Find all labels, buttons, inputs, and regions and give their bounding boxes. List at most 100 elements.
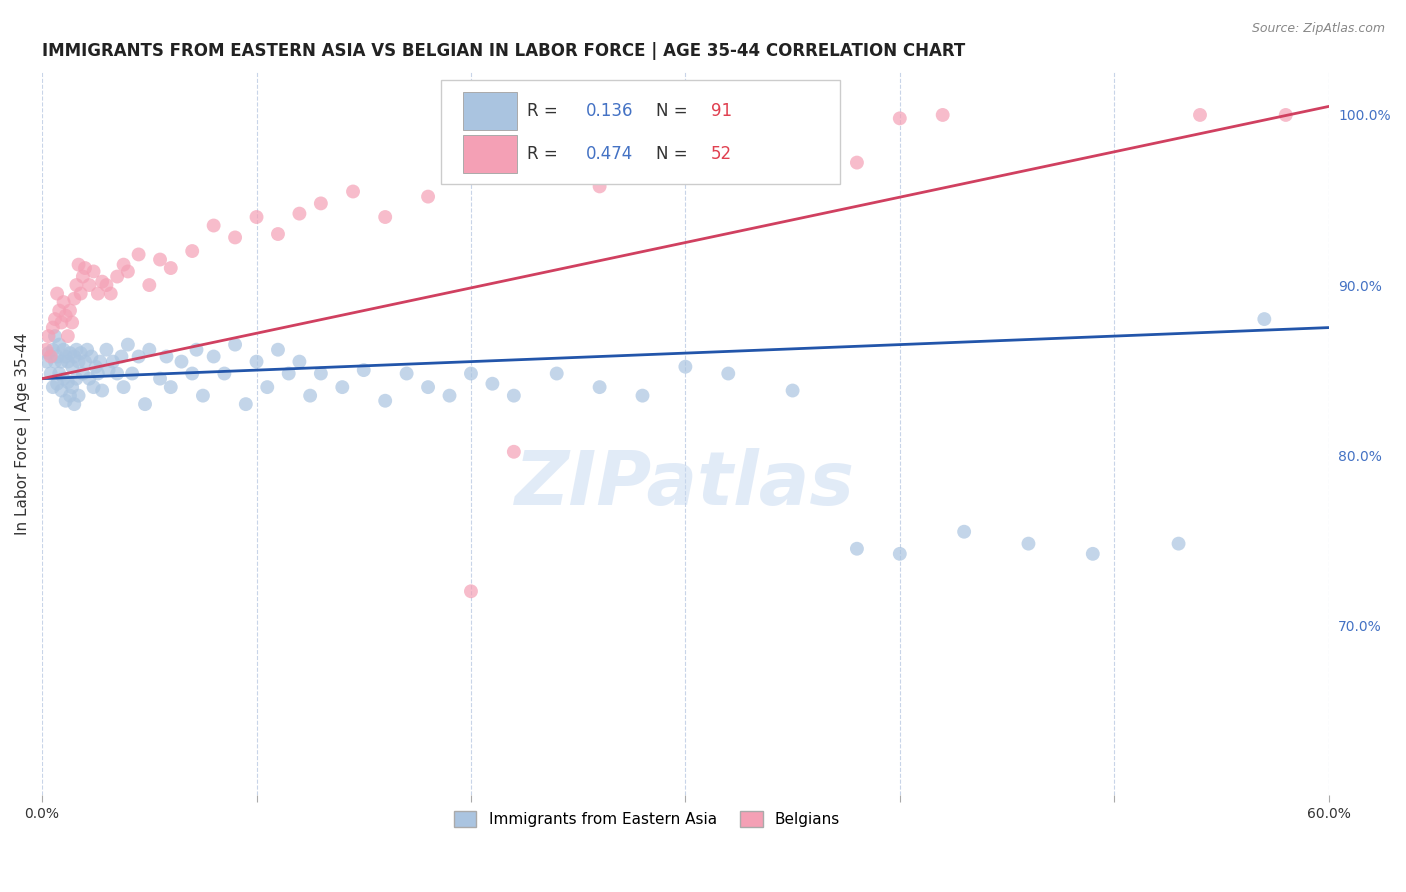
Point [72, 367, 94, 381]
Point [67, 354, 90, 368]
Point [186, 343, 208, 357]
Point [288, 206, 311, 220]
Point [1081, 547, 1104, 561]
Point [73, 261, 96, 276]
FancyBboxPatch shape [463, 92, 517, 129]
FancyBboxPatch shape [441, 79, 839, 185]
Point [117, 264, 139, 278]
Point [439, 389, 461, 403]
Point [202, 219, 225, 233]
Point [170, 354, 193, 368]
Point [51, 316, 73, 330]
Point [67, 389, 90, 403]
Point [48, 303, 70, 318]
Point [374, 393, 396, 408]
Point [138, 343, 160, 357]
Point [59, 389, 82, 403]
Point [48, 367, 70, 381]
Point [96, 278, 118, 293]
Point [84, 359, 107, 374]
Point [52, 295, 75, 310]
Point [395, 367, 418, 381]
Point [46, 376, 69, 391]
Point [931, 108, 953, 122]
Point [101, 354, 124, 368]
Point [224, 230, 246, 244]
Point [953, 524, 976, 539]
Point [105, 269, 128, 284]
Point [55, 309, 77, 323]
Point [1167, 536, 1189, 550]
Point [48, 337, 70, 351]
Point [245, 354, 267, 368]
Point [181, 244, 204, 258]
Text: 91: 91 [711, 102, 733, 120]
Point [51, 384, 73, 398]
Point [72, 269, 94, 284]
Point [73, 354, 96, 368]
Point [67, 258, 90, 272]
Point [181, 367, 204, 381]
Text: 52: 52 [711, 145, 733, 163]
Point [60, 359, 83, 374]
Point [159, 380, 181, 394]
Point [245, 210, 267, 224]
Point [782, 384, 804, 398]
Point [44, 354, 66, 368]
Point [87, 367, 110, 381]
Point [65, 371, 87, 385]
Point [46, 350, 69, 364]
Point [128, 350, 150, 364]
Point [63, 397, 86, 411]
Point [60, 316, 83, 330]
Point [696, 168, 718, 182]
Text: ZIPatlas: ZIPatlas [516, 448, 855, 521]
Point [89, 354, 111, 368]
Point [35, 354, 58, 368]
Point [69, 346, 91, 360]
Text: R =: R = [527, 102, 564, 120]
Point [202, 350, 225, 364]
Point [55, 393, 77, 408]
Point [277, 367, 299, 381]
Point [56, 329, 79, 343]
Point [267, 343, 290, 357]
Point [1253, 312, 1275, 326]
Point [134, 397, 156, 411]
Point [59, 303, 82, 318]
Point [112, 380, 135, 394]
Point [44, 312, 66, 326]
Point [330, 380, 353, 394]
Point [69, 286, 91, 301]
Point [42, 343, 65, 357]
Point [149, 252, 172, 267]
Point [845, 155, 868, 169]
Point [38, 329, 60, 343]
Text: N =: N = [655, 145, 693, 163]
Point [65, 343, 87, 357]
Point [267, 227, 290, 241]
Point [42, 380, 65, 394]
Point [309, 196, 332, 211]
FancyBboxPatch shape [463, 136, 517, 173]
Point [288, 354, 311, 368]
Point [845, 541, 868, 556]
Point [97, 363, 120, 377]
Point [889, 112, 911, 126]
Point [59, 346, 82, 360]
Point [121, 367, 143, 381]
Point [91, 384, 114, 398]
Point [117, 337, 139, 351]
Point [224, 337, 246, 351]
Point [235, 397, 257, 411]
Point [83, 380, 105, 394]
Point [56, 354, 79, 368]
Point [79, 371, 101, 385]
Point [1017, 536, 1039, 550]
Point [65, 278, 87, 293]
Point [80, 350, 103, 364]
Point [60, 380, 83, 394]
Point [51, 354, 73, 368]
Point [191, 389, 214, 403]
Point [889, 547, 911, 561]
